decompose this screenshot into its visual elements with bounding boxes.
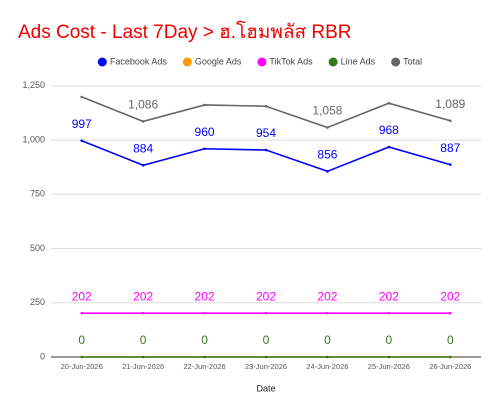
data-label: 202 [256, 289, 276, 303]
data-point [80, 95, 84, 99]
data-label: 887 [440, 141, 460, 155]
data-point [448, 163, 452, 166]
data-label: 1,089 [435, 97, 465, 111]
legend-label: Facebook Ads [110, 56, 168, 66]
data-point [203, 103, 206, 107]
data-point [141, 355, 145, 359]
data-label: 202 [195, 289, 215, 303]
data-label: 0 [78, 333, 85, 347]
data-label: 884 [133, 141, 153, 155]
legend-marker [328, 57, 338, 67]
legend-label: Line Ads [341, 56, 376, 66]
legend-label: Total [403, 56, 422, 66]
x-tick-label: 22-Jun-2026 [184, 362, 226, 371]
chart-title: Ads Cost - Last 7Day > ฮ.โฮมพลัส RBR [18, 20, 352, 43]
data-point [264, 104, 268, 108]
data-label: 202 [317, 289, 337, 303]
data-label: 960 [195, 125, 215, 139]
y-tick-label: 1,000 [22, 134, 45, 144]
data-label: 202 [379, 289, 399, 303]
data-label: 0 [263, 333, 270, 347]
data-point [448, 355, 452, 359]
data-point [326, 355, 329, 359]
data-point [80, 355, 84, 359]
legend-marker [391, 57, 401, 67]
legend-marker [182, 57, 192, 67]
data-point [387, 145, 391, 149]
data-label: 0 [324, 333, 331, 347]
data-label: 968 [379, 123, 399, 137]
data-point [448, 119, 452, 123]
x-tick-label: 25-Jun-2026 [368, 362, 410, 371]
y-tick-label: 500 [30, 243, 45, 253]
data-point [203, 311, 206, 315]
legend-label: TikTok Ads [269, 56, 313, 66]
y-tick-label: 250 [30, 297, 45, 307]
data-point [80, 311, 84, 315]
data-label: 0 [386, 333, 393, 347]
data-point [264, 311, 268, 315]
data-label: 202 [72, 289, 92, 303]
data-label: 0 [201, 333, 208, 347]
data-label: 1,086 [128, 98, 158, 112]
data-point [141, 120, 145, 123]
data-label: 1,058 [312, 104, 342, 118]
legend-label: Google Ads [195, 56, 242, 66]
data-point [387, 355, 391, 359]
data-label: 202 [133, 289, 153, 303]
data-point [80, 139, 84, 143]
data-point [448, 311, 452, 315]
data-label: 202 [440, 289, 460, 303]
x-axis-title: Date [256, 383, 275, 393]
x-tick-label: 20-Jun-2026 [61, 362, 103, 371]
data-point [387, 101, 391, 105]
legend-marker [257, 57, 267, 67]
data-label: 0 [447, 333, 454, 347]
data-label: 954 [256, 126, 276, 140]
data-label: 0 [140, 333, 147, 347]
data-point [264, 355, 268, 359]
x-tick-label: 26-Jun-2026 [429, 362, 471, 371]
y-tick-label: 1,250 [22, 80, 45, 90]
legend-marker [97, 57, 107, 67]
data-label: 856 [317, 147, 337, 161]
data-point [326, 170, 329, 173]
data-point [141, 163, 145, 167]
data-point [264, 148, 268, 152]
data-point [203, 355, 206, 359]
y-tick-label: 750 [30, 189, 45, 199]
x-tick-label: 24-Jun-2026 [306, 362, 348, 371]
x-tick-label: 21-Jun-2026 [122, 362, 164, 371]
data-point [141, 311, 145, 315]
y-tick-label: 0 [40, 351, 45, 361]
data-point [203, 147, 206, 151]
data-point [326, 126, 329, 129]
data-point [387, 311, 391, 315]
x-tick-label: 23-Jun-2026 [245, 362, 287, 371]
data-point [326, 311, 329, 315]
data-label: 997 [72, 117, 92, 131]
